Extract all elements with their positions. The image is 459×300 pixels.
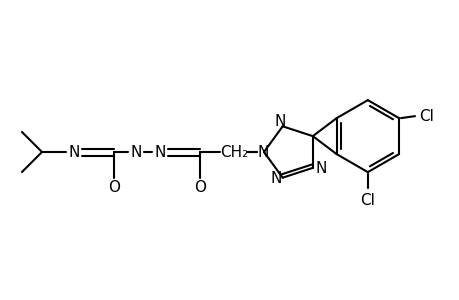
- Text: Cl: Cl: [419, 109, 433, 124]
- Text: N: N: [130, 145, 141, 160]
- Text: Cl: Cl: [359, 193, 375, 208]
- Text: O: O: [194, 179, 206, 194]
- Text: N: N: [314, 161, 326, 176]
- Text: N: N: [257, 145, 268, 160]
- Text: N: N: [270, 171, 282, 186]
- Text: CH₂: CH₂: [219, 145, 247, 160]
- Text: N: N: [274, 114, 285, 129]
- Text: N: N: [154, 145, 165, 160]
- Text: N: N: [68, 145, 79, 160]
- Text: O: O: [108, 179, 120, 194]
